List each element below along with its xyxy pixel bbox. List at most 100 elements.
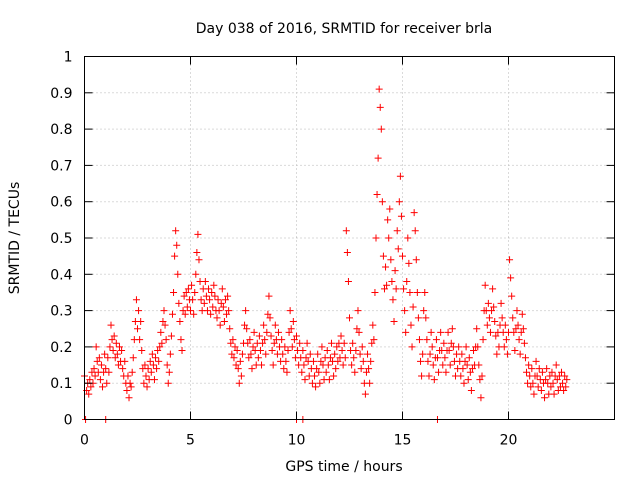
data-point <box>354 307 362 315</box>
data-point <box>366 379 374 387</box>
data-point <box>391 267 399 275</box>
y-tick-labels: 0 0.1 0.2 0.3 0.4 0.5 0.6 0.7 0.8 0.9 1 <box>50 50 72 429</box>
data-point <box>153 365 161 373</box>
data-point <box>296 339 304 347</box>
data-point <box>448 325 456 333</box>
data-point <box>231 343 239 351</box>
data-point <box>209 303 217 311</box>
data-point <box>207 310 215 318</box>
data-point <box>334 357 342 365</box>
data-point <box>173 241 181 249</box>
data-point <box>188 281 196 289</box>
data-point <box>562 383 570 391</box>
data-point <box>311 372 319 380</box>
data-point <box>414 314 422 322</box>
data-point <box>485 314 493 322</box>
data-point <box>439 361 447 369</box>
data-point <box>475 361 483 369</box>
data-point <box>513 307 521 315</box>
data-point <box>474 343 482 351</box>
data-point <box>244 339 252 347</box>
data-point <box>248 365 256 373</box>
data-point <box>420 307 428 315</box>
data-point <box>358 343 366 351</box>
data-point <box>369 321 377 329</box>
data-point <box>364 350 372 358</box>
data-point <box>517 328 525 336</box>
data-point <box>397 212 405 220</box>
data-point <box>560 386 568 394</box>
data-point <box>492 332 500 340</box>
data-point <box>215 307 223 315</box>
data-point <box>167 332 175 340</box>
y-tick-label: 0.5 <box>50 231 72 247</box>
data-point <box>106 343 114 351</box>
y-tick-label: 0.8 <box>50 122 72 138</box>
data-point <box>266 314 274 322</box>
data-point <box>392 285 400 293</box>
data-point <box>330 372 338 380</box>
data-point <box>314 350 322 358</box>
data-point <box>85 390 93 398</box>
data-point <box>146 357 154 365</box>
data-point <box>382 263 390 271</box>
data-point <box>105 368 113 376</box>
data-point <box>301 376 309 384</box>
data-point <box>332 365 340 373</box>
data-point <box>118 347 126 355</box>
data-point <box>368 339 376 347</box>
data-point <box>400 285 408 293</box>
data-point <box>503 350 511 358</box>
data-point <box>178 347 186 355</box>
data-point <box>365 365 373 373</box>
data-point <box>464 376 472 384</box>
data-point <box>406 288 414 296</box>
data-point <box>265 292 273 300</box>
data-point <box>233 347 241 355</box>
data-point <box>407 321 415 329</box>
data-point <box>232 361 240 369</box>
grid-lines <box>84 56 615 420</box>
data-point <box>224 292 232 300</box>
data-point <box>205 285 213 293</box>
data-point <box>216 321 224 329</box>
data-point <box>470 347 478 355</box>
data-point <box>228 350 236 358</box>
data-point <box>411 227 419 235</box>
x-tick-label: 15 <box>394 433 412 449</box>
data-point <box>258 361 266 369</box>
y-tick-label: 0.9 <box>50 86 72 102</box>
data-point <box>96 376 104 384</box>
data-point <box>435 368 443 376</box>
data-point <box>525 361 533 369</box>
data-point <box>227 339 235 347</box>
data-point <box>238 350 246 358</box>
data-point <box>446 361 454 369</box>
data-point <box>183 303 191 311</box>
data-point <box>552 361 560 369</box>
data-point <box>433 354 441 362</box>
data-point <box>559 379 567 387</box>
data-point <box>529 379 537 387</box>
data-point <box>136 336 144 344</box>
data-point <box>176 317 184 325</box>
data-point <box>259 339 267 347</box>
data-point <box>168 310 176 318</box>
data-point <box>121 357 129 365</box>
data-point <box>242 307 250 315</box>
data-point <box>380 285 388 293</box>
data-point <box>429 361 437 369</box>
data-point <box>229 336 237 344</box>
data-point <box>285 328 293 336</box>
data-point <box>164 379 172 387</box>
data-point <box>290 336 298 344</box>
data-point <box>351 368 359 376</box>
data-point <box>530 390 538 398</box>
data-point <box>157 328 165 336</box>
data-point <box>299 347 307 355</box>
data-point <box>423 336 431 344</box>
data-point <box>123 386 131 394</box>
data-point <box>95 354 103 362</box>
data-point <box>520 339 528 347</box>
data-point <box>399 252 406 260</box>
